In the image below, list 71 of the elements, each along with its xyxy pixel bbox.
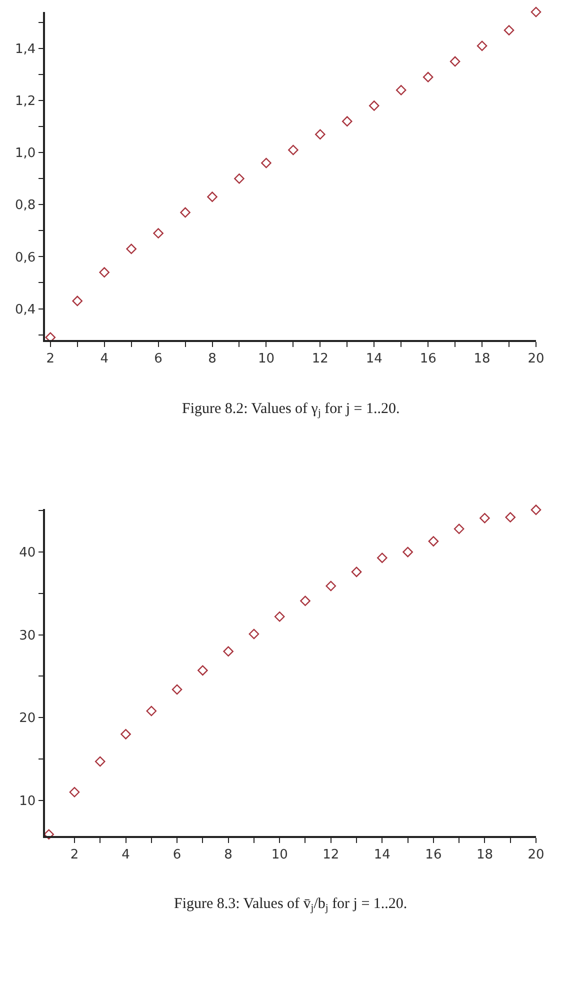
- point: [450, 56, 460, 67]
- y-tick-label: 40: [19, 546, 36, 561]
- x-tick-label: 20: [528, 351, 544, 366]
- point: [300, 596, 310, 606]
- x-tick-label: 2: [46, 351, 55, 366]
- point: [454, 524, 464, 534]
- x-tick-label: 6: [172, 847, 182, 862]
- point: [428, 536, 439, 546]
- point: [396, 84, 406, 96]
- point: [126, 244, 136, 254]
- point: [402, 546, 413, 558]
- x-tick-label: 2: [70, 847, 79, 862]
- point: [69, 786, 80, 798]
- point: [530, 6, 542, 18]
- point: [234, 173, 244, 184]
- x-tick-label: 16: [420, 351, 436, 366]
- point: [153, 228, 164, 238]
- point: [377, 552, 388, 563]
- point: [248, 628, 260, 640]
- x-tick-label: 4: [100, 351, 108, 366]
- y-tick-label: 20: [19, 711, 36, 726]
- y-tick-label: 0,4: [14, 302, 36, 318]
- point: [351, 566, 362, 578]
- point: [198, 665, 208, 676]
- x-tick-label: 10: [271, 847, 288, 862]
- y-tick-label: 1,4: [14, 42, 36, 57]
- y-tick-label: 1,2: [14, 94, 36, 110]
- y-tick-label: 1,0: [14, 146, 36, 162]
- x-tick-label: 20: [528, 847, 544, 862]
- x-tick-label: 6: [154, 351, 162, 366]
- point: [326, 580, 336, 592]
- point: [120, 729, 131, 740]
- point: [504, 25, 514, 36]
- point: [72, 296, 83, 306]
- x-tick-label: 4: [122, 847, 130, 862]
- point: [99, 267, 110, 278]
- point: [146, 706, 157, 716]
- point: [505, 512, 516, 522]
- point: [180, 207, 190, 218]
- x-tick-label: 14: [374, 847, 390, 862]
- point: [476, 40, 488, 51]
- x-tick-label: 12: [322, 847, 340, 862]
- point: [315, 129, 326, 140]
- point: [368, 100, 380, 111]
- x-tick-label: 10: [258, 351, 274, 366]
- point: [172, 684, 182, 695]
- point: [288, 144, 298, 156]
- x-tick-label: 18: [474, 351, 490, 366]
- point: [274, 611, 285, 622]
- x-tick-label: 18: [476, 847, 493, 862]
- x-tick-label: 8: [224, 847, 232, 862]
- point: [207, 192, 218, 202]
- point: [422, 72, 434, 82]
- y-tick-label: 30: [19, 628, 36, 644]
- point: [44, 829, 54, 840]
- point: [223, 646, 234, 657]
- point: [45, 332, 56, 343]
- caption: Figure 8.2: Values of γ$_{j}$ for j = 1..20.: [182, 401, 400, 420]
- point: [94, 756, 106, 767]
- x-tick-label: 14: [366, 351, 382, 366]
- x-tick-label: 8: [208, 351, 216, 366]
- point: [261, 158, 272, 168]
- point: [480, 512, 490, 524]
- y-tick-label: 10: [19, 794, 36, 809]
- point: [342, 116, 352, 126]
- point: [530, 504, 542, 515]
- x-tick-label: 16: [425, 847, 442, 862]
- y-tick-label: 0,6: [14, 250, 36, 266]
- y-tick-label: 0,8: [14, 198, 36, 214]
- x-tick-label: 12: [312, 351, 328, 366]
- caption: Figure 8.3: Values of v̄$_{j}$/b$_{j}$ for j = 1..20.: [174, 896, 408, 914]
